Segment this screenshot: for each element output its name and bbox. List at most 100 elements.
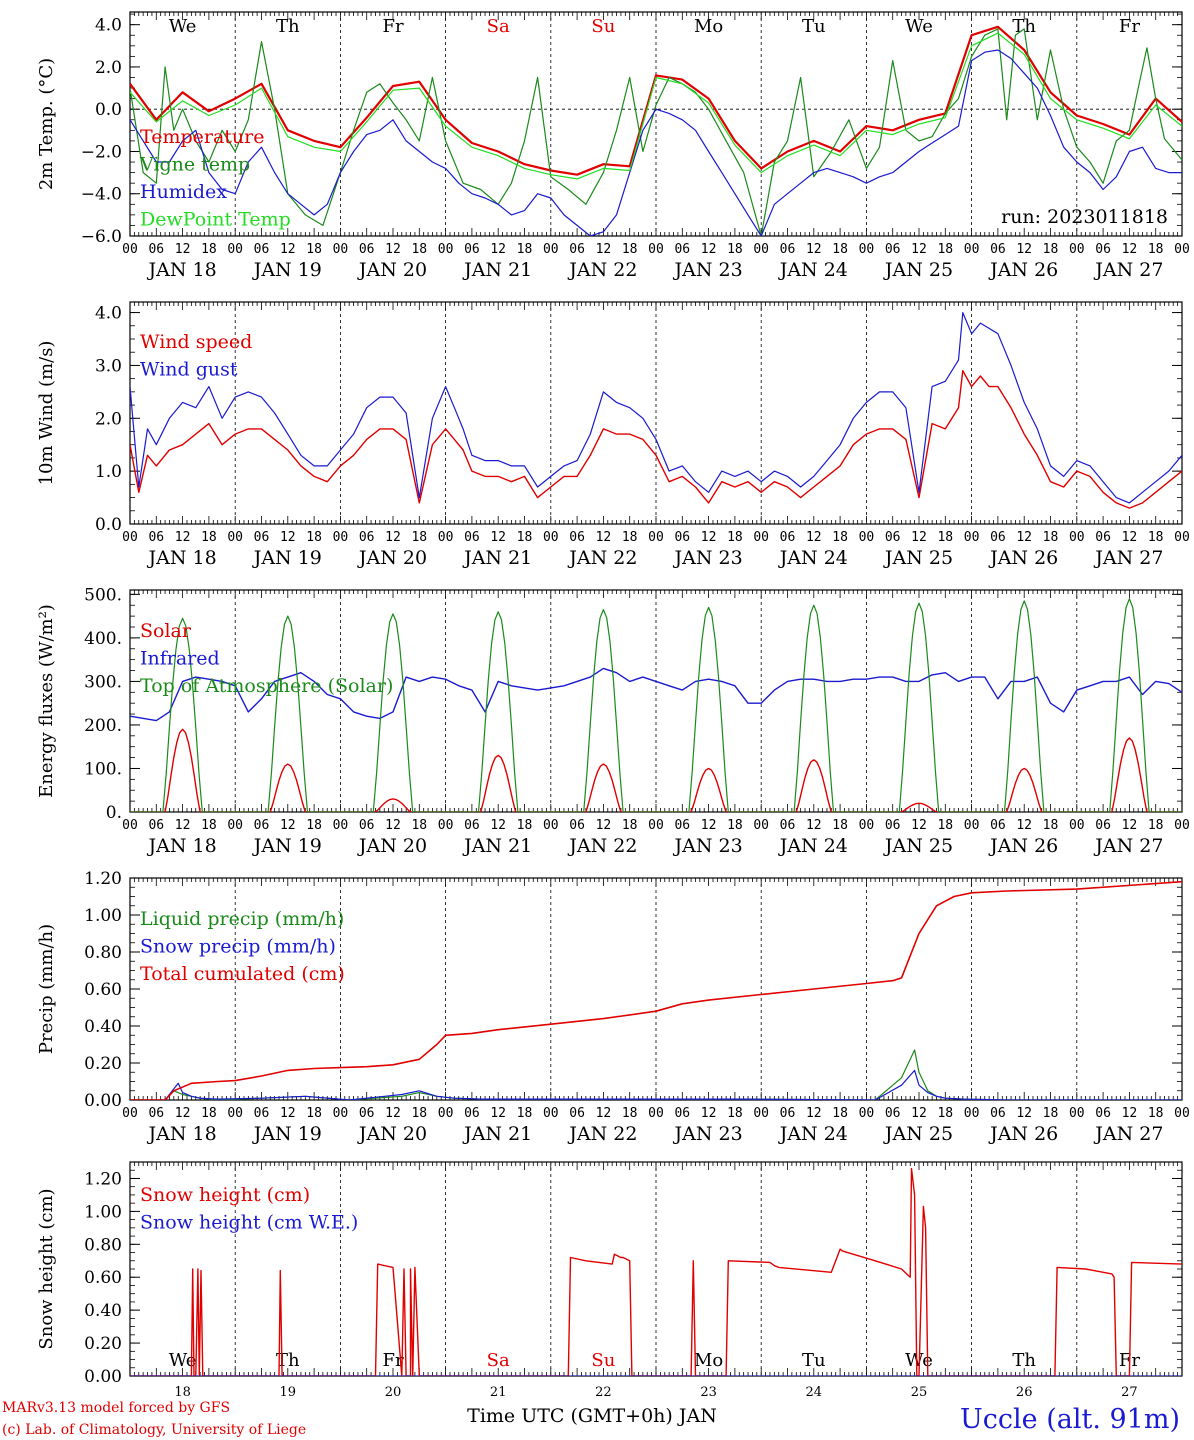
day-number-label: 26 [1016, 1385, 1033, 1400]
y-tick-label: 0.60 [84, 1268, 122, 1288]
day-number-label: 23 [700, 1385, 717, 1400]
hour-tick-label: 06 [148, 530, 164, 545]
y-tick-label: 3.0 [95, 356, 122, 376]
y-tick-label: 0.0 [95, 515, 122, 535]
series-line-solar [130, 728, 1182, 812]
hour-tick-label: 18 [201, 242, 217, 257]
weekday-label: Mo [694, 16, 723, 37]
hour-tick-label: 06 [780, 530, 796, 545]
y-tick-label: 1.20 [84, 1169, 122, 1189]
day-tick-label: JAN 27 [1093, 259, 1163, 281]
series-line-dewpoint-temp [130, 32, 1182, 180]
hour-tick-label: 12 [385, 530, 401, 545]
hour-tick-label: 00 [227, 1106, 243, 1121]
day-tick-label: JAN 26 [988, 259, 1058, 281]
hour-tick-label: 06 [359, 242, 375, 257]
hour-tick-label: 06 [359, 818, 375, 833]
hour-tick-label: 18 [727, 818, 743, 833]
hour-tick-label: 06 [990, 818, 1006, 833]
day-tick-label: JAN 18 [147, 259, 217, 281]
hour-tick-label: 18 [1043, 818, 1059, 833]
hour-tick-label: 18 [937, 242, 953, 257]
y-tick-label: 0.40 [84, 1301, 122, 1321]
hour-tick-label: 00 [333, 818, 349, 833]
day-number-label: 27 [1121, 1385, 1138, 1400]
day-tick-label: JAN 26 [988, 547, 1058, 569]
legend-entry: Snow height (cm W.E.) [140, 1212, 358, 1234]
hour-tick-label: 00 [964, 242, 980, 257]
day-number-label: 18 [174, 1385, 191, 1400]
day-tick-label: JAN 19 [252, 259, 322, 281]
hour-tick-label: 12 [806, 530, 822, 545]
legend-entry: Total cumulated (cm) [140, 963, 345, 985]
y-tick-label: 0.20 [84, 1334, 122, 1354]
hour-tick-label: 12 [911, 242, 927, 257]
hour-tick-label: 00 [753, 818, 769, 833]
hour-tick-label: 06 [885, 530, 901, 545]
hour-tick-label: 00 [543, 242, 559, 257]
hour-tick-label: 12 [385, 242, 401, 257]
hour-tick-label: 12 [1016, 818, 1032, 833]
hour-tick-label: 06 [569, 818, 585, 833]
day-tick-label: JAN 19 [252, 835, 322, 857]
day-tick-label: JAN 22 [567, 259, 637, 281]
legend-entry: Wind speed [140, 331, 252, 353]
day-tick-label: JAN 21 [462, 259, 532, 281]
hour-tick-label: 12 [280, 818, 296, 833]
hour-tick-label: 12 [175, 242, 191, 257]
credits-line-1: MARv3.13 model forced by GFS [2, 1400, 230, 1416]
hour-tick-label: 00 [438, 1106, 454, 1121]
hour-tick-label: 06 [254, 818, 270, 833]
y-axis-label: Snow height (cm) [36, 1188, 57, 1349]
chart-panels: 4.0 2.0 0.0 −2.0 −4.0 −6.0 2m Temp. (°C) We Th Fr… [36, 11, 1190, 1400]
hour-tick-label: 00 [964, 1106, 980, 1121]
hour-tick-label: 00 [333, 530, 349, 545]
day-number-label: 22 [595, 1385, 612, 1400]
hour-tick-label: 12 [806, 242, 822, 257]
hour-tick-label: 12 [911, 1106, 927, 1121]
legend-entry: Solar [140, 620, 192, 642]
y-tick-label: 0.80 [84, 1235, 122, 1255]
hour-tick-label: 06 [780, 1106, 796, 1121]
day-tick-label: JAN 20 [357, 1123, 427, 1145]
series-line-total-cumulated-cm- [130, 880, 1182, 1100]
weekday-label: Fr [382, 16, 403, 37]
y-tick-label: 400. [84, 629, 122, 649]
legend-entry: Temperature [140, 126, 264, 148]
hour-tick-label: 06 [780, 242, 796, 257]
day-tick-label: JAN 20 [357, 259, 427, 281]
legend-entry: Top of Atmosphere (Solar) [140, 675, 393, 697]
hour-tick-label: 00 [1069, 530, 1085, 545]
day-tick-label: JAN 24 [778, 547, 848, 569]
hour-tick-label: 00 [753, 1106, 769, 1121]
y-tick-label: 0.00 [84, 1091, 122, 1111]
hour-tick-label: 18 [832, 242, 848, 257]
hour-tick-label: 00 [122, 242, 138, 257]
y-tick-label: 4.0 [95, 304, 122, 324]
hour-tick-label: 18 [306, 818, 322, 833]
legend-entry: Snow precip (mm/h) [140, 936, 336, 958]
y-tick-label: 1.00 [84, 1202, 122, 1222]
y-tick-label: −6.0 [81, 227, 122, 247]
hour-tick-label: 12 [175, 818, 191, 833]
hour-tick-label: 18 [1148, 530, 1164, 545]
day-tick-label: JAN 26 [988, 1123, 1058, 1145]
legend-entry: Liquid precip (mm/h) [140, 908, 344, 930]
y-axis-label: Energy fluxes (W/m²) [36, 604, 57, 798]
hour-tick-label: 12 [701, 530, 717, 545]
hour-tick-label: 18 [622, 242, 638, 257]
hour-tick-label: 06 [464, 1106, 480, 1121]
y-tick-label: 0. [106, 803, 122, 823]
hour-tick-label: 00 [438, 818, 454, 833]
hour-tick-label: 00 [122, 1106, 138, 1121]
hour-tick-label: 06 [674, 242, 690, 257]
series-line-snow-precip-mm-h- [130, 1069, 1182, 1100]
hour-tick-label: 18 [832, 530, 848, 545]
hour-tick-label: 00 [753, 530, 769, 545]
hour-tick-label: 18 [306, 242, 322, 257]
hour-tick-label: 18 [1043, 530, 1059, 545]
hour-tick-label: 12 [806, 818, 822, 833]
y-tick-label: 4.0 [95, 16, 122, 36]
hour-tick-label: 12 [385, 818, 401, 833]
legend-entry: Infrared [140, 648, 220, 670]
